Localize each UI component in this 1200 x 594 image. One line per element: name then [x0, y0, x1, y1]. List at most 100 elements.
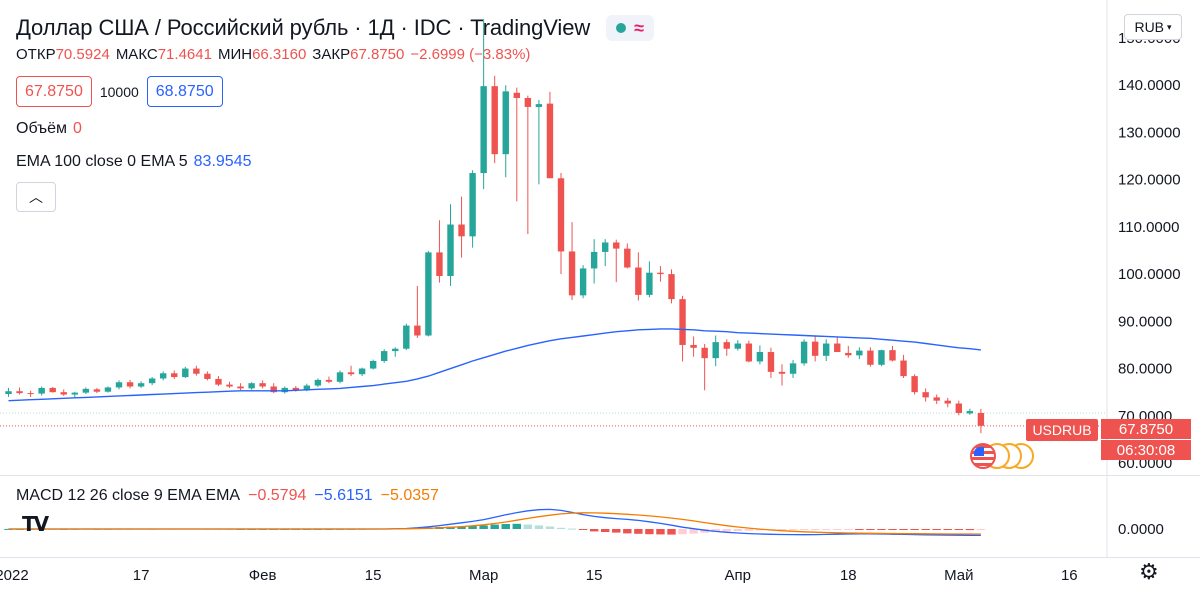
candle — [502, 85, 509, 178]
gear-icon[interactable]: ⚙ — [1139, 559, 1159, 584]
open-value: 70.5924 — [55, 46, 110, 63]
candle — [38, 386, 45, 396]
candle-body — [358, 368, 366, 375]
trade-panel: 67.8750 10000 68.8750 — [16, 76, 223, 107]
candle — [281, 386, 288, 394]
macd-histogram-bar — [711, 529, 720, 532]
macd-histogram-bar — [567, 528, 577, 530]
y-tick-label: 140.0000 — [1118, 77, 1181, 94]
candle-body — [723, 342, 730, 349]
candle — [878, 349, 885, 367]
macd-label: MACD 12 26 close 9 EMA EMA — [16, 487, 241, 504]
candle-body — [392, 348, 399, 352]
macd-histogram-bar — [556, 527, 566, 529]
macd-histogram-bar — [534, 525, 544, 529]
events-markers[interactable] — [966, 443, 1046, 471]
macd-histogram-bar — [777, 529, 787, 530]
ema-legend[interactable]: EMA 100 close 0 EMA 5 83.9545 — [16, 153, 252, 171]
close-value: 67.8750 — [350, 46, 405, 63]
candle — [557, 173, 565, 275]
candle — [336, 370, 344, 384]
candle-body — [171, 373, 178, 378]
candle-body — [480, 86, 487, 174]
candle — [314, 378, 322, 387]
candle-body — [215, 378, 222, 385]
volume-legend[interactable]: Объём 0 — [16, 120, 82, 138]
candle — [579, 265, 587, 299]
low-label: МИН — [217, 46, 253, 63]
candle — [358, 367, 366, 377]
chevron-up-icon: ︿ — [29, 189, 43, 205]
y-tick-label: 80.0000 — [1118, 361, 1172, 378]
candle-body — [82, 388, 90, 393]
candle-body — [889, 350, 896, 361]
candle — [867, 347, 874, 367]
candle-body — [414, 325, 421, 336]
candle — [823, 339, 830, 361]
market-status[interactable]: ≈ — [606, 15, 655, 41]
candle-body — [900, 360, 907, 377]
macd-histogram-bar — [667, 529, 676, 535]
macd-pane — [4, 508, 986, 537]
candle-body — [303, 385, 311, 391]
candle — [381, 349, 388, 363]
collapse-legend-button[interactable]: ︿ — [16, 182, 56, 212]
us-flag-icon[interactable] — [970, 443, 996, 469]
buy-button[interactable]: 68.8750 — [146, 76, 223, 107]
macd-histogram-bar — [490, 524, 499, 529]
candle-body — [590, 251, 598, 269]
chart-title: Доллар США / Российский рубль · 1Д · IDC… — [16, 15, 591, 40]
y-tick-label: 130.0000 — [1118, 124, 1181, 141]
candle — [204, 371, 211, 381]
candle-body — [624, 248, 631, 268]
x-tick-label: 15 — [365, 567, 382, 584]
x-tick-label: 17 — [133, 567, 150, 584]
high-label: МАКС — [115, 46, 158, 63]
ema-label: EMA 100 close 0 EMA 5 — [16, 153, 188, 170]
macd-hist-value: −0.5794 — [248, 487, 307, 504]
candle-body — [712, 342, 719, 359]
macd-line-value: −5.6151 — [314, 487, 373, 504]
candle-body — [823, 343, 830, 356]
x-tick-label: Фев — [249, 567, 277, 584]
candle — [778, 364, 786, 386]
macd-histogram-bar — [976, 529, 986, 530]
candle — [635, 252, 642, 301]
candle-body — [491, 86, 498, 155]
macd-histogram-bar — [479, 525, 488, 529]
candle — [447, 204, 454, 286]
candle-body — [93, 389, 101, 392]
candle-body — [568, 251, 576, 296]
currency-selector[interactable]: RUB ▾ — [1124, 14, 1182, 40]
candle-body — [657, 272, 664, 275]
candle — [856, 347, 863, 360]
market-status-icon — [616, 23, 627, 33]
macd-histogram-bar — [678, 529, 687, 535]
candle — [668, 269, 675, 304]
candle-body — [115, 382, 123, 388]
macd-histogram-bar — [545, 526, 555, 529]
change-value: −2.6999 (−3.83%) — [410, 46, 531, 63]
macd-legend[interactable]: MACD 12 26 close 9 EMA EMA −0.5794 −5.6151… — [16, 487, 439, 505]
sell-button[interactable]: 67.8750 — [16, 76, 92, 107]
candle — [834, 337, 841, 353]
candle — [535, 99, 543, 185]
candle — [60, 389, 67, 396]
macd-histogram-bar — [877, 529, 886, 530]
macd-signal-line — [8, 512, 981, 535]
candle-body — [381, 351, 388, 361]
candle-body — [436, 252, 443, 276]
candle-body — [60, 392, 67, 395]
tradingview-logo-icon[interactable]: TV — [22, 512, 49, 536]
macd-histogram-bar — [855, 529, 864, 530]
candle — [436, 220, 443, 283]
candle — [491, 75, 498, 164]
countdown-tag: 06:30:08 — [1101, 440, 1191, 460]
candle-body — [447, 224, 454, 276]
y-tick-label: 120.0000 — [1118, 172, 1181, 189]
candle-body — [911, 376, 918, 393]
macd-signal-value: −5.0357 — [380, 487, 439, 504]
candle — [82, 387, 90, 395]
candle-body — [314, 379, 322, 386]
